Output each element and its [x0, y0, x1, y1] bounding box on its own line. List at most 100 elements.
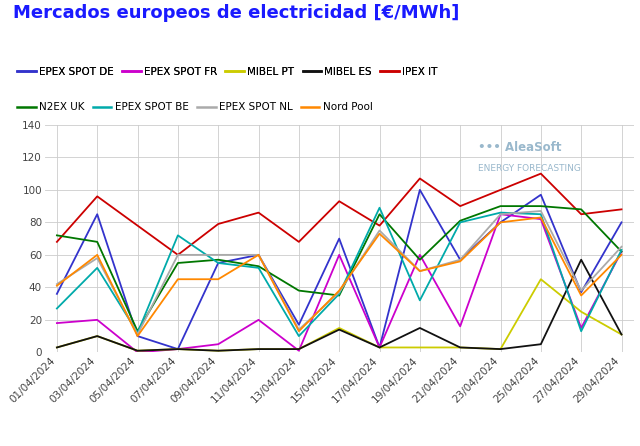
EPEX SPOT NL — [134, 332, 141, 337]
EPEX SPOT BE — [456, 220, 464, 225]
N2EX UK — [295, 288, 303, 293]
EPEX SPOT NL — [376, 228, 383, 233]
N2EX UK — [134, 329, 141, 334]
IPEX IT — [497, 187, 504, 193]
IPEX IT — [214, 221, 222, 227]
EPEX SPOT BE — [537, 211, 545, 217]
EPEX SPOT DE — [93, 211, 101, 217]
Legend: N2EX UK, EPEX SPOT BE, EPEX SPOT NL, Nord Pool: N2EX UK, EPEX SPOT BE, EPEX SPOT NL, Nor… — [13, 98, 376, 116]
EPEX SPOT FR — [456, 324, 464, 329]
MIBEL ES — [335, 327, 343, 332]
EPEX SPOT DE — [214, 260, 222, 266]
Nord Pool — [53, 283, 61, 289]
EPEX SPOT FR — [295, 348, 303, 353]
EPEX SPOT DE — [134, 334, 141, 339]
IPEX IT — [577, 211, 585, 217]
EPEX SPOT FR — [255, 317, 262, 322]
MIBEL PT — [93, 334, 101, 339]
MIBEL PT — [134, 348, 141, 353]
IPEX IT — [134, 223, 141, 228]
Line: N2EX UK: N2EX UK — [57, 206, 621, 331]
MIBEL PT — [53, 345, 61, 350]
Text: ••• AleaSoft: ••• AleaSoft — [477, 141, 561, 154]
Nord Pool — [214, 277, 222, 282]
IPEX IT — [376, 223, 383, 228]
N2EX UK — [93, 239, 101, 244]
EPEX SPOT DE — [416, 187, 424, 193]
EPEX SPOT DE — [577, 289, 585, 295]
EPEX SPOT FR — [174, 347, 182, 352]
EPEX SPOT DE — [53, 291, 61, 297]
Nord Pool — [335, 288, 343, 293]
Line: EPEX SPOT DE: EPEX SPOT DE — [57, 190, 621, 349]
MIBEL ES — [577, 257, 585, 262]
EPEX SPOT FR — [376, 345, 383, 350]
EPEX SPOT NL — [335, 289, 343, 295]
N2EX UK — [335, 293, 343, 298]
MIBEL ES — [255, 347, 262, 352]
Nord Pool — [618, 252, 625, 257]
Line: EPEX SPOT BE: EPEX SPOT BE — [57, 208, 621, 336]
MIBEL ES — [376, 345, 383, 350]
IPEX IT — [416, 176, 424, 181]
Nord Pool — [456, 259, 464, 264]
EPEX SPOT BE — [577, 329, 585, 334]
Nord Pool — [497, 220, 504, 225]
MIBEL PT — [214, 348, 222, 353]
EPEX SPOT BE — [295, 334, 303, 339]
EPEX SPOT DE — [537, 192, 545, 198]
N2EX UK — [214, 257, 222, 262]
MIBEL ES — [537, 342, 545, 347]
EPEX SPOT FR — [53, 320, 61, 326]
N2EX UK — [577, 206, 585, 212]
EPEX SPOT BE — [416, 297, 424, 303]
IPEX IT — [295, 239, 303, 244]
Line: Nord Pool: Nord Pool — [57, 218, 621, 336]
EPEX SPOT FR — [618, 249, 625, 254]
N2EX UK — [497, 203, 504, 209]
Line: EPEX SPOT FR: EPEX SPOT FR — [57, 214, 621, 352]
EPEX SPOT NL — [456, 257, 464, 262]
Line: MIBEL ES: MIBEL ES — [57, 260, 621, 351]
N2EX UK — [618, 249, 625, 254]
EPEX SPOT DE — [295, 322, 303, 327]
Nord Pool — [93, 252, 101, 257]
EPEX SPOT FR — [416, 252, 424, 257]
EPEX SPOT FR — [134, 350, 141, 355]
N2EX UK — [376, 211, 383, 217]
EPEX SPOT FR — [214, 342, 222, 347]
Nord Pool — [134, 334, 141, 339]
Line: MIBEL PT: MIBEL PT — [57, 279, 621, 351]
IPEX IT — [53, 239, 61, 244]
EPEX SPOT DE — [497, 220, 504, 225]
EPEX SPOT NL — [174, 252, 182, 257]
EPEX SPOT FR — [577, 325, 585, 330]
EPEX SPOT DE — [255, 252, 262, 257]
IPEX IT — [174, 252, 182, 257]
Nord Pool — [416, 268, 424, 274]
EPEX SPOT BE — [134, 330, 141, 335]
EPEX SPOT NL — [295, 327, 303, 332]
MIBEL ES — [497, 347, 504, 352]
IPEX IT — [456, 203, 464, 209]
Line: EPEX SPOT NL: EPEX SPOT NL — [57, 211, 621, 334]
EPEX SPOT DE — [456, 257, 464, 262]
MIBEL PT — [456, 345, 464, 350]
EPEX SPOT NL — [497, 211, 504, 217]
MIBEL ES — [134, 348, 141, 353]
EPEX SPOT NL — [618, 244, 625, 249]
EPEX SPOT BE — [255, 265, 262, 271]
MIBEL PT — [577, 309, 585, 314]
Text: ENERGY FORECASTING: ENERGY FORECASTING — [477, 164, 580, 173]
N2EX UK — [255, 264, 262, 269]
IPEX IT — [537, 171, 545, 176]
IPEX IT — [335, 198, 343, 204]
N2EX UK — [174, 260, 182, 266]
MIBEL ES — [295, 347, 303, 352]
MIBEL ES — [456, 345, 464, 350]
MIBEL PT — [618, 332, 625, 337]
EPEX SPOT BE — [335, 291, 343, 297]
MIBEL ES — [416, 325, 424, 330]
MIBEL PT — [537, 277, 545, 282]
EPEX SPOT BE — [93, 265, 101, 271]
